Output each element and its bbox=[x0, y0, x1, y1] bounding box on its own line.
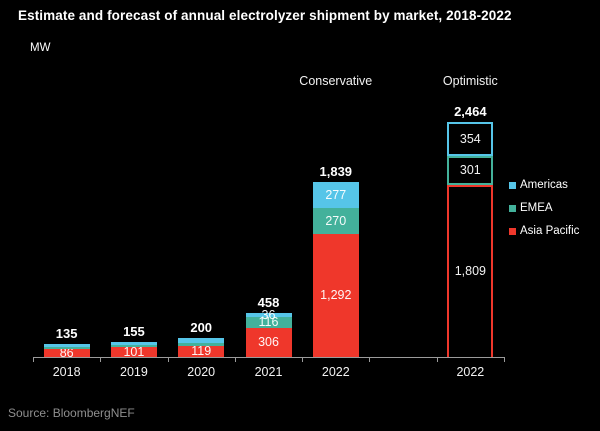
segment-value-label: 101 bbox=[123, 345, 145, 360]
segment-value-label: 306 bbox=[258, 335, 279, 350]
chart-title: Estimate and forecast of annual electrol… bbox=[18, 8, 512, 23]
bar-total-label: 458 bbox=[257, 295, 280, 311]
x-axis-tick bbox=[302, 357, 304, 362]
legend-swatch-asia-pacific-icon bbox=[509, 227, 516, 235]
x-axis-tick bbox=[504, 357, 505, 362]
legend-swatch-emea-icon bbox=[509, 204, 516, 212]
legend-label-americas: Americas bbox=[520, 179, 568, 191]
bar-segment-americas bbox=[178, 337, 225, 343]
scenario-label-optimistic: Optimistic bbox=[442, 74, 498, 88]
bar-segment-emea bbox=[178, 342, 225, 346]
x-axis-tick bbox=[33, 357, 34, 362]
segment-value-label: 1,292 bbox=[320, 288, 352, 303]
segment-value-label: 270 bbox=[325, 214, 347, 228]
x-axis-label: 2020 bbox=[187, 365, 216, 379]
x-axis-tick bbox=[167, 357, 169, 362]
segment-value-label: 36 bbox=[261, 308, 276, 323]
x-axis-tick bbox=[100, 357, 102, 362]
bar-segment-asia-pacific bbox=[312, 233, 359, 357]
bar-segment-americas bbox=[447, 122, 494, 156]
bar-segment-asia-pacific bbox=[178, 345, 225, 357]
legend-label-emea: EMEA bbox=[520, 202, 553, 214]
legend-item-asia-pacific: Asia Pacific bbox=[509, 225, 579, 237]
segment-value-label: 116 bbox=[258, 315, 279, 330]
source-text: Source: BloombergNEF bbox=[8, 406, 135, 420]
segment-value-label: 86 bbox=[59, 345, 74, 360]
x-axis-label: 2018 bbox=[52, 365, 81, 379]
bar-segment-asia-pacific bbox=[110, 347, 157, 357]
legend: Americas EMEA Asia Pacific bbox=[509, 179, 579, 248]
bar-segment-emea bbox=[110, 344, 157, 348]
x-axis-tick bbox=[436, 357, 438, 362]
bar-segment-americas bbox=[110, 342, 157, 345]
scenario-label-conservative: Conservative bbox=[299, 74, 373, 88]
segment-value-label: 1,809 bbox=[454, 263, 486, 278]
segment-value-label: 301 bbox=[459, 163, 481, 178]
bar-total-label: 1,839 bbox=[319, 163, 353, 179]
bar-segment-americas bbox=[245, 313, 292, 317]
legend-item-americas: Americas bbox=[509, 179, 579, 191]
x-axis-label: 2022 bbox=[456, 365, 485, 379]
legend-item-emea: EMEA bbox=[509, 202, 579, 214]
bar-segment-americas bbox=[312, 181, 359, 209]
bar-segment-asia-pacific bbox=[245, 327, 292, 357]
bar-segment-asia-pacific bbox=[447, 184, 494, 357]
x-axis-label: 2019 bbox=[120, 365, 148, 379]
bar-segment-emea bbox=[312, 208, 359, 234]
bar-total-label: 135 bbox=[55, 326, 78, 342]
x-axis-tick bbox=[369, 357, 371, 362]
x-axis-label: 2022 bbox=[321, 365, 350, 379]
legend-swatch-americas-icon bbox=[509, 181, 516, 189]
bar-segment-emea bbox=[245, 316, 292, 328]
segment-value-label: 277 bbox=[325, 187, 347, 202]
bar-segment-americas bbox=[43, 344, 90, 347]
bar-total-label: 2,464 bbox=[454, 104, 487, 120]
legend-label-asia-pacific: Asia Pacific bbox=[520, 225, 580, 237]
x-axis-tick bbox=[234, 357, 236, 362]
bar-total-label: 200 bbox=[190, 319, 213, 335]
bar-segment-emea bbox=[447, 155, 494, 185]
x-axis-line bbox=[33, 357, 504, 358]
bar-segment-asia-pacific bbox=[43, 348, 90, 357]
segment-value-label: 119 bbox=[191, 344, 212, 359]
bar-total-label: 155 bbox=[123, 324, 145, 340]
unit-label: MW bbox=[30, 42, 51, 54]
bar-segment-emea bbox=[43, 346, 90, 349]
segment-value-label: 354 bbox=[459, 132, 481, 147]
x-axis-label: 2021 bbox=[254, 365, 283, 379]
